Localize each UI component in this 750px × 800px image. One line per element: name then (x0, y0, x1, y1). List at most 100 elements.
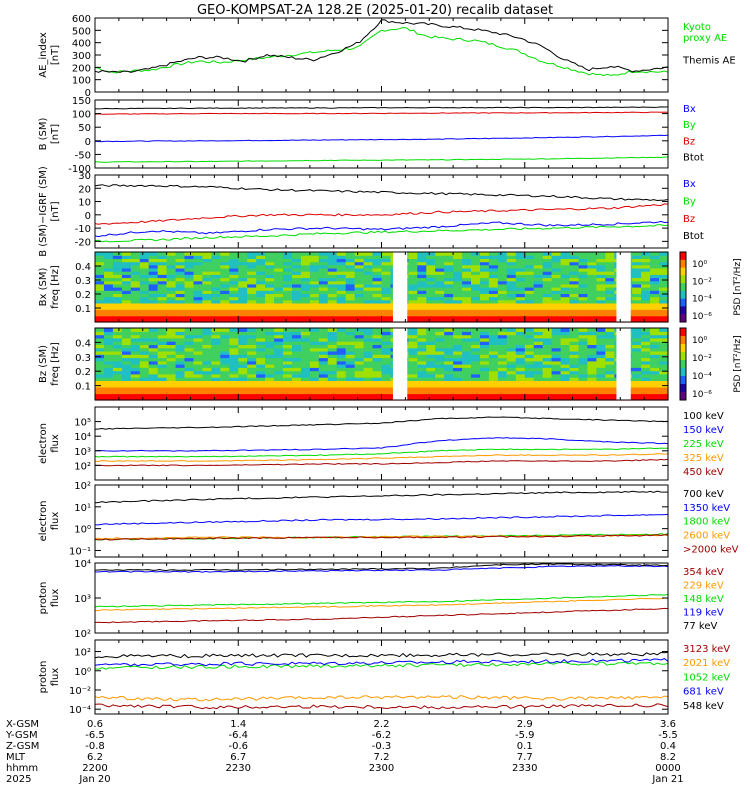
spectrogram-cell (345, 306, 356, 310)
spectrogram-cell (506, 390, 517, 395)
spectrogram-cell (175, 283, 186, 288)
spectrogram-cell (542, 258, 553, 263)
spectrogram-cell (148, 357, 159, 362)
spectrogram-cell (471, 271, 481, 275)
spectrogram-cell (336, 393, 347, 398)
spectrogram-cell (283, 386, 293, 391)
spectrogram-cell (238, 271, 248, 275)
spectrogram-cell (327, 287, 338, 291)
spectrogram-cell (121, 261, 132, 266)
spectrogram-cell (641, 315, 651, 320)
series-line (94, 658, 669, 667)
spectrogram-cell (363, 383, 374, 388)
spectrogram-cell (444, 344, 454, 349)
spectrogram-cell (112, 390, 123, 395)
spectrogram-cell (256, 264, 266, 269)
spectrogram-cell (560, 287, 571, 291)
spectrogram-cell (650, 383, 660, 388)
spectrogram-cell (632, 267, 642, 272)
spectrogram-cell (175, 274, 186, 279)
spectrogram-cell (130, 312, 141, 317)
spectrogram-cell (202, 364, 212, 368)
spectrogram-cell (488, 280, 499, 285)
spectrogram-cell (542, 312, 553, 317)
spectrogram-cell (292, 350, 302, 355)
y-axis-label: electron (38, 501, 49, 542)
spectrogram-cell (336, 390, 347, 395)
spectrogram-cell (641, 290, 651, 294)
spectrogram-cell (551, 283, 562, 288)
spectrogram-cell (480, 396, 490, 401)
time-axis: X-GSMY-GSMZ-GSMMLThhmm20250.6-6.5-0.86.2… (5, 719, 684, 785)
spectrogram-cell (130, 347, 141, 352)
spectrogram-cell (578, 380, 589, 385)
spectrogram-cell (166, 390, 177, 395)
spectrogram-cell (488, 390, 499, 395)
spectrogram-cell (157, 393, 168, 398)
spectrogram-cell (274, 277, 284, 282)
spectrogram-cell (453, 283, 463, 288)
spectrogram-cell (193, 287, 204, 291)
spectrogram-cell (453, 271, 463, 275)
spectrogram-cell (462, 380, 472, 385)
spectrogram-cell (542, 280, 553, 285)
spectrogram-cell (659, 331, 669, 336)
spectrogram-cell (650, 354, 660, 359)
spectrogram-cell (363, 347, 374, 352)
spectrogram-cell (426, 386, 436, 391)
spectrogram-cell (596, 347, 606, 352)
spectrogram-cell (641, 277, 651, 282)
spectrogram-cell (605, 274, 615, 279)
spectrogram-cell (211, 296, 221, 301)
spectrogram-cell (121, 258, 132, 263)
spectrogram-cell (435, 296, 445, 301)
spectrogram-cell (408, 277, 418, 282)
spectrogram-cell (471, 357, 481, 362)
spectrogram-cell (327, 370, 338, 375)
spectrogram-cell (95, 290, 105, 294)
spectrogram-cell (444, 328, 454, 332)
spectrogram-cell (354, 309, 365, 314)
spectrogram-cell (659, 350, 669, 355)
spectrogram-cell (220, 390, 230, 395)
spectrogram-cell (596, 290, 606, 294)
spectrogram-cell (659, 357, 669, 362)
spectrogram-cell (265, 255, 275, 259)
spectrogram-cell (345, 280, 356, 285)
spectrogram-cell (524, 367, 535, 372)
spectrogram-cell (112, 331, 123, 336)
spectrogram-cell (408, 367, 418, 372)
spectrogram-cell (551, 377, 562, 381)
spectrogram-cell (471, 344, 481, 349)
spectrogram-cell (587, 370, 597, 375)
spectrogram-cell (363, 386, 374, 391)
spectrogram-cell (318, 341, 329, 345)
spectrogram-cell (238, 252, 248, 256)
spectrogram-cell (650, 344, 660, 349)
spectrogram-cell (551, 299, 562, 304)
spectrogram-cell (488, 386, 499, 391)
spectrogram-cell (336, 337, 347, 342)
spectrogram-cell (121, 296, 132, 301)
spectrogram-cell (175, 280, 186, 285)
spectrogram-cell (274, 360, 284, 365)
spectrogram-cell (265, 393, 275, 398)
y-tick-label: -100 (68, 164, 91, 175)
spectrogram-cell (605, 271, 615, 275)
spectrogram-cell (229, 312, 239, 317)
spectrogram-cell (139, 309, 150, 314)
spectrogram-cell (121, 364, 132, 368)
spectrogram-cell (488, 383, 499, 388)
spectrogram-cell (157, 396, 168, 401)
spectrogram-cell (632, 334, 642, 339)
spectrogram-cell (497, 296, 508, 301)
ephemeris-row-label: 2025 (6, 774, 31, 785)
spectrogram-cell (184, 306, 195, 310)
spectrogram-cell (229, 390, 239, 395)
spectrogram-cell (605, 309, 615, 314)
spectrogram-cell (130, 287, 141, 291)
spectrogram-cell (309, 306, 320, 310)
spectrogram-cell (345, 344, 356, 349)
spectrogram-cell (139, 258, 150, 263)
